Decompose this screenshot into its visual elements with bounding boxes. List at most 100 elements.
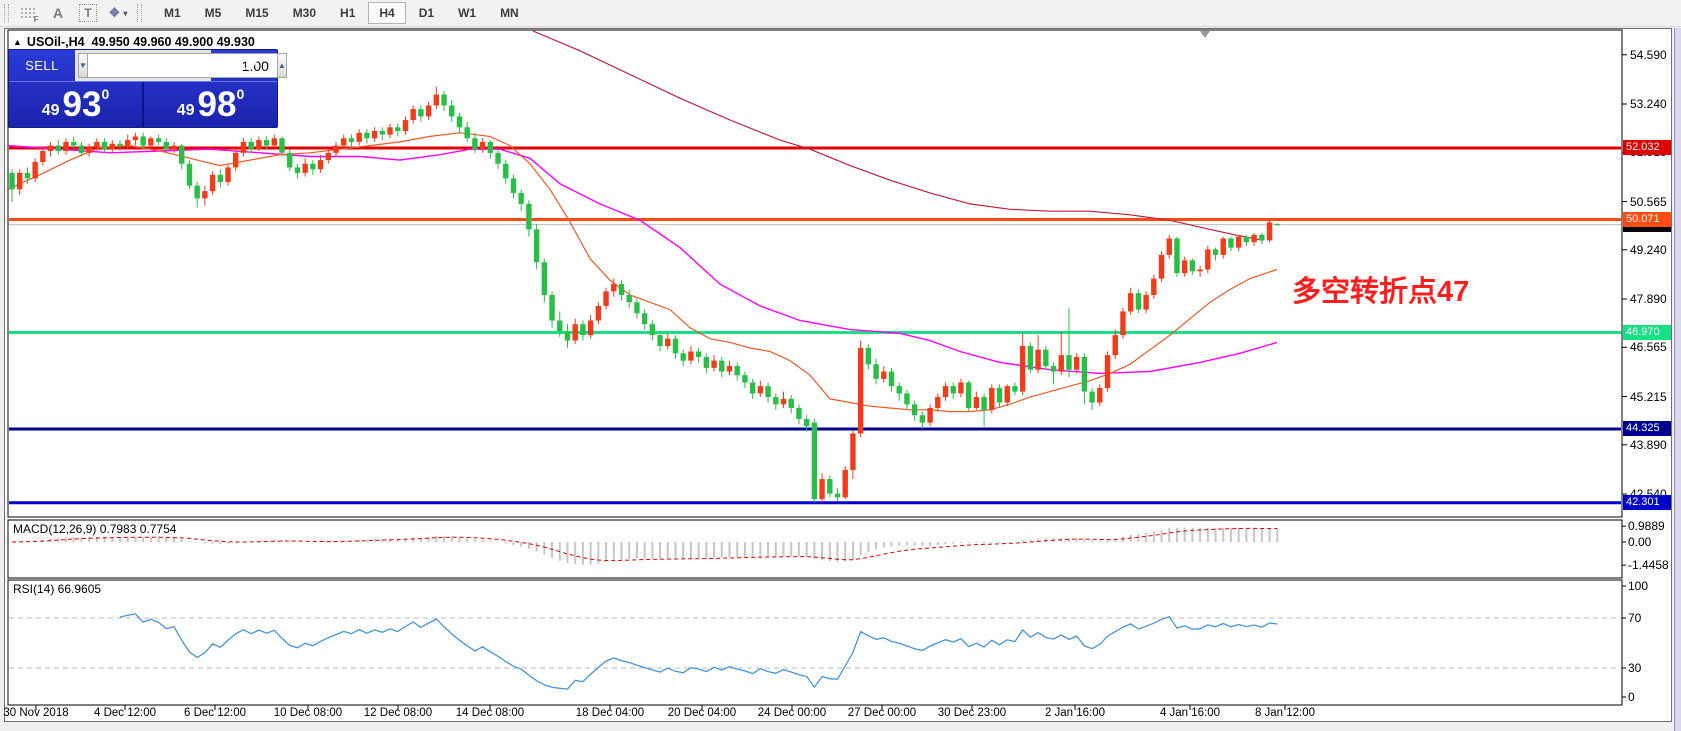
candle-body: [1112, 335, 1118, 356]
candle-body: [803, 418, 810, 427]
candle-body: [796, 407, 802, 419]
candle-body: [780, 398, 787, 405]
candle-body: [148, 138, 154, 146]
candle-body: [973, 397, 980, 408]
candle-body: [209, 174, 216, 192]
candle-body: [881, 371, 887, 379]
ma-medium: [7, 144, 1278, 375]
candle-body: [533, 229, 540, 263]
candle-body: [634, 302, 640, 314]
tab-timeframe-M5[interactable]: M5: [204, 6, 222, 20]
tab-timeframe-H1[interactable]: H1: [340, 6, 356, 20]
buy-price[interactable]: 49 98 0: [142, 82, 277, 127]
boxed-t-icon: T: [79, 4, 97, 22]
candle-body: [109, 143, 115, 150]
candle-body: [325, 152, 332, 161]
shapes-icon: ❖: [108, 5, 121, 20]
tab-timeframe-H4[interactable]: H4: [368, 2, 406, 24]
candle-body: [310, 163, 316, 170]
tab-timeframe-M30[interactable]: M30: [292, 6, 317, 20]
candle-body: [742, 375, 748, 383]
candle-body: [117, 143, 123, 146]
volume-increase-button[interactable]: ▲: [276, 53, 287, 78]
candle-body: [526, 203, 532, 230]
candle-body: [695, 351, 702, 357]
toolbar-drag-handle-icon[interactable]: [4, 4, 9, 22]
shapes-tool-icon[interactable]: ❖ ▾: [105, 2, 131, 24]
candle-body: [240, 141, 247, 153]
chart-text-annotation: 多空转折点47: [1292, 276, 1470, 308]
candle-body: [672, 338, 679, 354]
candle-body: [811, 422, 818, 500]
window-scrollbar[interactable]: [1674, 28, 1681, 731]
candle-body: [456, 116, 463, 128]
candle-body: [225, 167, 231, 183]
candle-body: [271, 138, 278, 146]
rsi-pane: [7, 579, 1623, 706]
grid-f-tool-icon[interactable]: F: [15, 2, 41, 24]
candle-body: [649, 324, 656, 336]
candle-body: [541, 262, 548, 295]
candle-body: [248, 141, 254, 150]
tab-timeframe-MN[interactable]: MN: [500, 6, 519, 20]
candle-body: [726, 366, 733, 372]
candle-body: [155, 138, 162, 142]
candle-body: [757, 386, 764, 394]
candle-body: [1097, 387, 1103, 403]
candle-body: [464, 127, 470, 139]
tab-timeframe-W1[interactable]: W1: [458, 6, 477, 20]
candle-body: [688, 351, 694, 361]
candle-body: [1050, 366, 1057, 372]
candle-body: [734, 366, 740, 376]
text-label-tool-icon[interactable]: A: [52, 5, 64, 21]
text-box-tool-icon[interactable]: T: [75, 2, 101, 24]
toolbar-drag-handle-icon[interactable]: [137, 4, 142, 22]
candle-body: [78, 145, 85, 153]
candle-body: [1151, 278, 1157, 295]
candle-body: [626, 294, 632, 303]
candle-body: [24, 172, 31, 179]
candle-body: [1235, 236, 1242, 248]
tab-timeframe-M1[interactable]: M1: [164, 6, 181, 20]
candle-body: [1012, 386, 1018, 392]
candle-body: [101, 141, 108, 150]
candle-body: [1220, 238, 1226, 255]
grid-icon: F: [19, 6, 39, 24]
candle-body: [989, 387, 995, 410]
sell-price-sup: 0: [101, 86, 110, 102]
volume-input[interactable]: [87, 53, 277, 78]
buy-price-sup: 0: [236, 86, 245, 102]
candle-body: [402, 120, 409, 131]
candle-body: [1104, 355, 1111, 388]
chart-shift-marker-icon: [1200, 31, 1210, 38]
candle-body: [47, 145, 54, 152]
grid-f-letter: F: [33, 14, 39, 24]
volume-decrease-button[interactable]: ▼: [78, 53, 88, 78]
candle-body: [580, 324, 586, 336]
candle-body: [63, 141, 69, 152]
candle-body: [1251, 234, 1257, 243]
sell-button[interactable]: SELL: [25, 58, 59, 73]
candle-body: [1197, 269, 1203, 272]
candle-body: [1089, 391, 1095, 403]
candle-body: [348, 138, 355, 142]
candle-body: [587, 320, 594, 336]
candle-body: [341, 138, 347, 146]
toolbar: F A T ❖ ▾ M1 M5 M15 M30 H1 H4 D1 W1 MN: [0, 0, 1681, 27]
sell-price[interactable]: 49 93 0: [9, 82, 142, 127]
candle-body: [788, 398, 794, 408]
tab-timeframe-D1[interactable]: D1: [418, 6, 435, 20]
candle-body: [1127, 293, 1134, 312]
buy-button[interactable]: BUY: [229, 58, 259, 73]
candle-body: [857, 347, 864, 434]
candle-body: [279, 138, 285, 153]
candle-body: [1019, 346, 1026, 392]
tab-timeframe-M15[interactable]: M15: [245, 6, 269, 20]
candle-body: [842, 469, 848, 498]
candle-body: [140, 136, 146, 146]
candle-body: [217, 174, 224, 183]
candle-body: [441, 94, 447, 106]
trade-panel-toggle-icon[interactable]: ▲: [13, 37, 22, 47]
rsi-indicator-label: RSI(14) 66.9605: [13, 582, 102, 596]
candle-body: [32, 161, 38, 179]
